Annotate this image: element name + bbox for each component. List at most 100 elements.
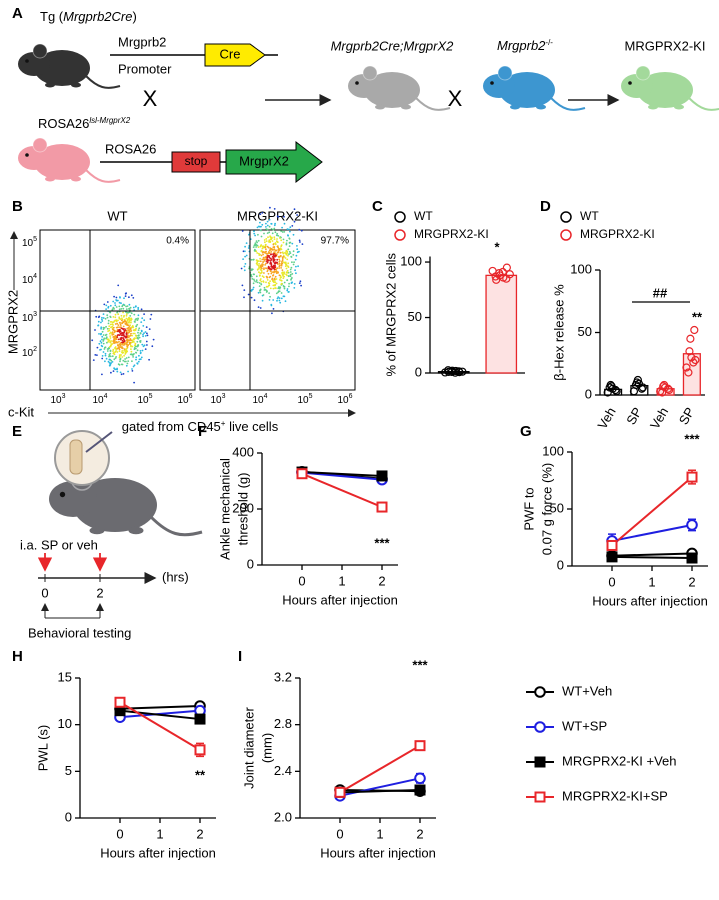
flow-event bbox=[292, 254, 295, 256]
flow-event bbox=[127, 332, 130, 334]
flow-event bbox=[259, 307, 262, 309]
flow-event bbox=[260, 225, 262, 228]
flow-event bbox=[277, 290, 280, 293]
flow-event bbox=[108, 327, 110, 330]
flow-event bbox=[101, 373, 103, 376]
y-tick-label: 2.4 bbox=[274, 763, 292, 778]
flow-event bbox=[288, 237, 291, 240]
flow-event bbox=[119, 357, 122, 360]
y-tick-label: 400 bbox=[232, 444, 254, 459]
flow-event bbox=[130, 312, 133, 315]
promoter-gene: Mrgprb2 bbox=[118, 34, 166, 49]
flow-event bbox=[266, 228, 269, 231]
x-tick-label: 0 bbox=[116, 826, 123, 841]
flow-event bbox=[278, 265, 281, 268]
flow-event bbox=[124, 358, 126, 360]
data-point bbox=[638, 383, 647, 392]
flow-event bbox=[285, 243, 288, 246]
flow-event bbox=[288, 250, 291, 253]
flow-event bbox=[266, 224, 269, 227]
mouse-ear bbox=[635, 65, 651, 81]
flow-event bbox=[123, 360, 126, 363]
flow-event bbox=[121, 334, 123, 337]
flow-event bbox=[267, 246, 270, 249]
flow-event bbox=[267, 236, 269, 239]
flow-event bbox=[142, 325, 145, 327]
flow-event bbox=[290, 266, 293, 269]
flow-event bbox=[260, 280, 263, 283]
flow-x-tick-label-part: 4 bbox=[104, 393, 108, 400]
flow-event bbox=[107, 319, 110, 322]
y-axis-label: β-Hex release % bbox=[551, 284, 566, 381]
panel-label: I bbox=[238, 648, 242, 665]
flow-event bbox=[91, 339, 94, 342]
flow-event bbox=[106, 316, 109, 319]
flow-event bbox=[115, 356, 117, 358]
flow-event bbox=[241, 230, 244, 232]
flow-event bbox=[283, 215, 285, 218]
flow-event bbox=[268, 284, 271, 287]
flow-y-label: MRGPRX2 bbox=[5, 290, 20, 354]
flow-event bbox=[263, 232, 265, 235]
flow-event bbox=[282, 277, 285, 279]
flow-event bbox=[119, 330, 122, 333]
flow-event bbox=[121, 351, 123, 354]
flow-event bbox=[121, 350, 124, 352]
flow-event bbox=[278, 260, 281, 263]
flow-event bbox=[114, 313, 117, 316]
flow-event bbox=[257, 264, 260, 267]
flow-event bbox=[117, 324, 120, 326]
flow-event bbox=[280, 267, 282, 269]
flow-event bbox=[109, 335, 112, 337]
flow-event bbox=[114, 368, 117, 371]
x-tick-label: 2 bbox=[416, 826, 423, 841]
flow-event bbox=[288, 285, 290, 288]
flow-event bbox=[273, 208, 276, 210]
flow-event bbox=[259, 288, 262, 291]
flow-event bbox=[244, 263, 247, 265]
flow-event bbox=[115, 347, 117, 350]
flow-event bbox=[250, 275, 253, 278]
flow-event bbox=[104, 346, 107, 349]
flow-event bbox=[115, 306, 118, 308]
flow-event bbox=[285, 271, 288, 274]
flow-event bbox=[282, 241, 285, 244]
data-point bbox=[455, 368, 464, 377]
data-point bbox=[637, 384, 646, 393]
flow-event bbox=[118, 340, 120, 343]
flow-event bbox=[136, 349, 139, 352]
flow-event bbox=[120, 314, 123, 317]
flow-event bbox=[264, 264, 266, 266]
flow-event bbox=[272, 299, 275, 301]
flow-event bbox=[116, 322, 119, 325]
x-tick-label: 2 bbox=[196, 826, 203, 841]
result-label: MRGPRX2-KI bbox=[625, 38, 706, 53]
y-tick-label: 100 bbox=[570, 261, 592, 276]
flow-event bbox=[125, 348, 127, 351]
x-tick-label: SP bbox=[623, 405, 645, 428]
flow-event bbox=[127, 296, 130, 299]
flow-event bbox=[126, 320, 129, 322]
flow-event bbox=[134, 305, 137, 308]
flow-event bbox=[120, 373, 123, 376]
flow-event bbox=[108, 329, 111, 332]
flow-event bbox=[276, 251, 279, 254]
flow-event bbox=[274, 281, 277, 284]
flow-event bbox=[95, 315, 98, 318]
rosa-label-part: lsl-MrgprX2 bbox=[89, 116, 130, 125]
flow-event bbox=[142, 345, 145, 348]
flow-event bbox=[118, 355, 121, 358]
flow-event bbox=[119, 323, 122, 326]
flow-event bbox=[136, 362, 139, 364]
flow-event bbox=[243, 289, 246, 291]
panel-label: F bbox=[198, 423, 207, 440]
flow-event bbox=[103, 337, 106, 340]
flow-event bbox=[120, 319, 123, 322]
flow-event bbox=[100, 332, 102, 335]
data-point bbox=[685, 347, 694, 356]
data-point bbox=[664, 385, 674, 395]
flow-event bbox=[242, 258, 245, 260]
flow-x-tick-label: 103 bbox=[50, 393, 65, 405]
flow-event bbox=[261, 271, 263, 273]
flow-event bbox=[131, 370, 134, 372]
